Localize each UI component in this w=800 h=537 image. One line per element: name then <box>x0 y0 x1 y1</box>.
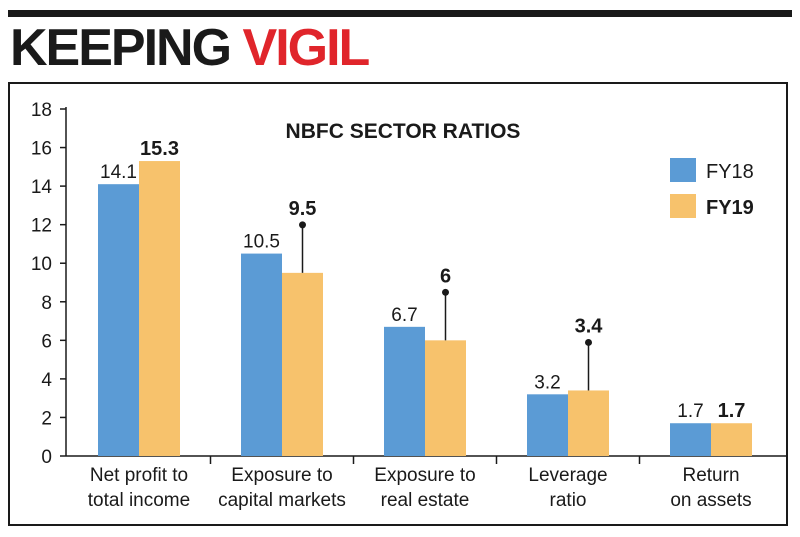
headline-word-2: VIGIL <box>242 19 371 77</box>
legend-label-fy18: FY18 <box>706 161 754 183</box>
bar-fy18 <box>241 253 282 456</box>
callout-dot <box>585 338 592 346</box>
data-label-fy18: 1.7 <box>677 401 703 422</box>
y-tick-label: 14 <box>31 177 53 198</box>
y-tick-label: 0 <box>41 447 52 468</box>
y-tick-label: 18 <box>31 100 52 121</box>
bar-fy19 <box>425 340 466 456</box>
bar-fy18 <box>98 184 139 456</box>
data-label-fy18: 6.7 <box>391 305 417 326</box>
top-rule <box>8 10 792 17</box>
data-label-fy19: 3.4 <box>575 315 604 337</box>
bar-fy19 <box>139 161 180 457</box>
x-category-label: ratio <box>550 490 587 511</box>
x-category-label: on assets <box>670 490 751 511</box>
callout-dot <box>442 288 449 296</box>
data-label-fy18: 10.5 <box>243 232 280 253</box>
bar-fy18 <box>670 423 711 456</box>
data-label-fy19: 9.5 <box>289 198 317 220</box>
data-label-fy18: 14.1 <box>100 162 137 183</box>
legend-swatch-fy18 <box>670 158 696 182</box>
data-label-fy19: 1.7 <box>718 400 746 422</box>
legend-swatch-fy19 <box>670 194 696 218</box>
bar-fy19 <box>711 423 752 456</box>
x-category-label: total income <box>88 490 190 511</box>
x-category-label: Net profit to <box>90 465 188 486</box>
bar-fy18 <box>527 394 568 456</box>
y-tick-label: 10 <box>31 254 52 275</box>
x-category-label: Exposure to <box>374 465 475 486</box>
y-tick-label: 16 <box>31 139 52 160</box>
x-category-label: Return <box>682 465 739 486</box>
legend-label-fy19: FY19 <box>706 197 754 219</box>
data-label-fy19: 15.3 <box>140 138 179 160</box>
bar-fy18 <box>384 326 425 456</box>
y-tick-label: 4 <box>41 370 52 391</box>
x-category-label: Exposure to <box>231 465 332 486</box>
y-tick-label: 12 <box>31 216 52 237</box>
chart-frame <box>8 82 788 526</box>
y-tick-label: 2 <box>41 408 52 429</box>
x-category-label: real estate <box>381 490 470 511</box>
chart-title: NBFC SECTOR RATIOS <box>286 120 521 143</box>
data-label-fy19: 6 <box>440 265 451 287</box>
bar-fy19 <box>282 272 323 456</box>
callout-dot <box>299 221 306 229</box>
x-category-label: capital markets <box>218 490 346 511</box>
headline-word-1: KEEPING <box>10 19 232 77</box>
bar-fy19 <box>568 390 609 456</box>
headline: KEEPING VIGIL <box>10 19 371 77</box>
data-label-fy18: 3.2 <box>534 372 560 393</box>
y-tick-label: 6 <box>41 331 52 352</box>
y-tick-label: 8 <box>41 293 52 314</box>
x-category-label: Leverage <box>528 465 607 486</box>
